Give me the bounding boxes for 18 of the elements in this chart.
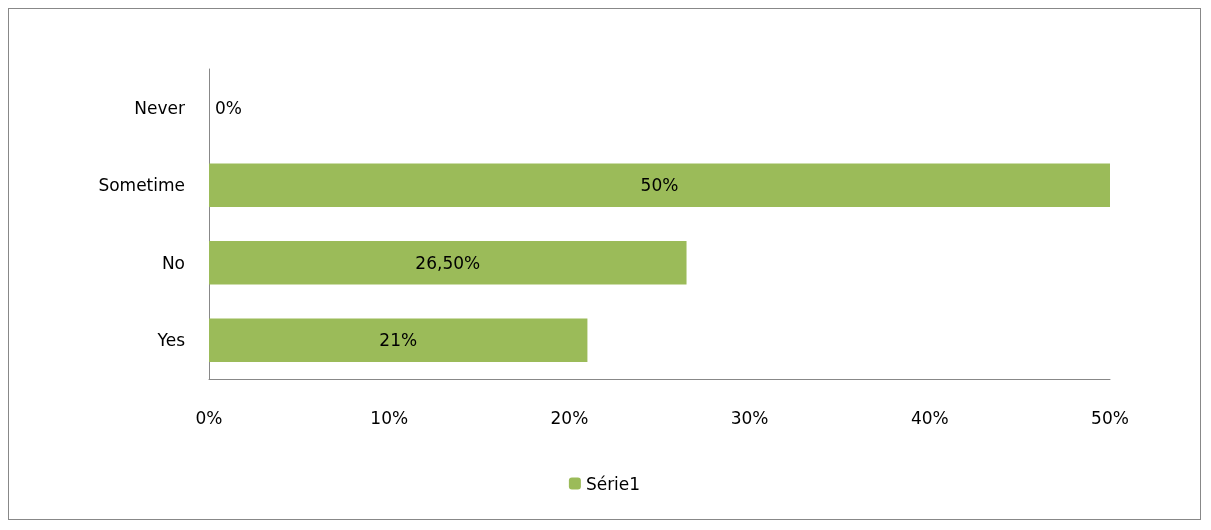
x-tick-label: 20% [550, 407, 589, 428]
data-label: 0% [215, 97, 242, 118]
y-tick-label: No [161, 252, 185, 273]
bar [209, 241, 687, 285]
x-tick-label: 50% [1091, 407, 1129, 428]
bar [209, 318, 588, 362]
data-label: 21% [379, 330, 418, 351]
bar [209, 163, 1110, 207]
y-tick-label: Sometime [98, 175, 185, 196]
y-tick-label: Yes [156, 330, 186, 351]
y-tick-label: Never [134, 97, 186, 118]
x-tick-label: 0% [195, 407, 223, 428]
data-label: 50% [640, 175, 679, 196]
data-label: 26,50% [415, 252, 481, 273]
x-tick-label: 10% [370, 407, 409, 428]
x-tick-label: 40% [910, 407, 949, 428]
legend-label: Série1 [585, 473, 641, 494]
x-tick-label: 30% [730, 407, 769, 428]
